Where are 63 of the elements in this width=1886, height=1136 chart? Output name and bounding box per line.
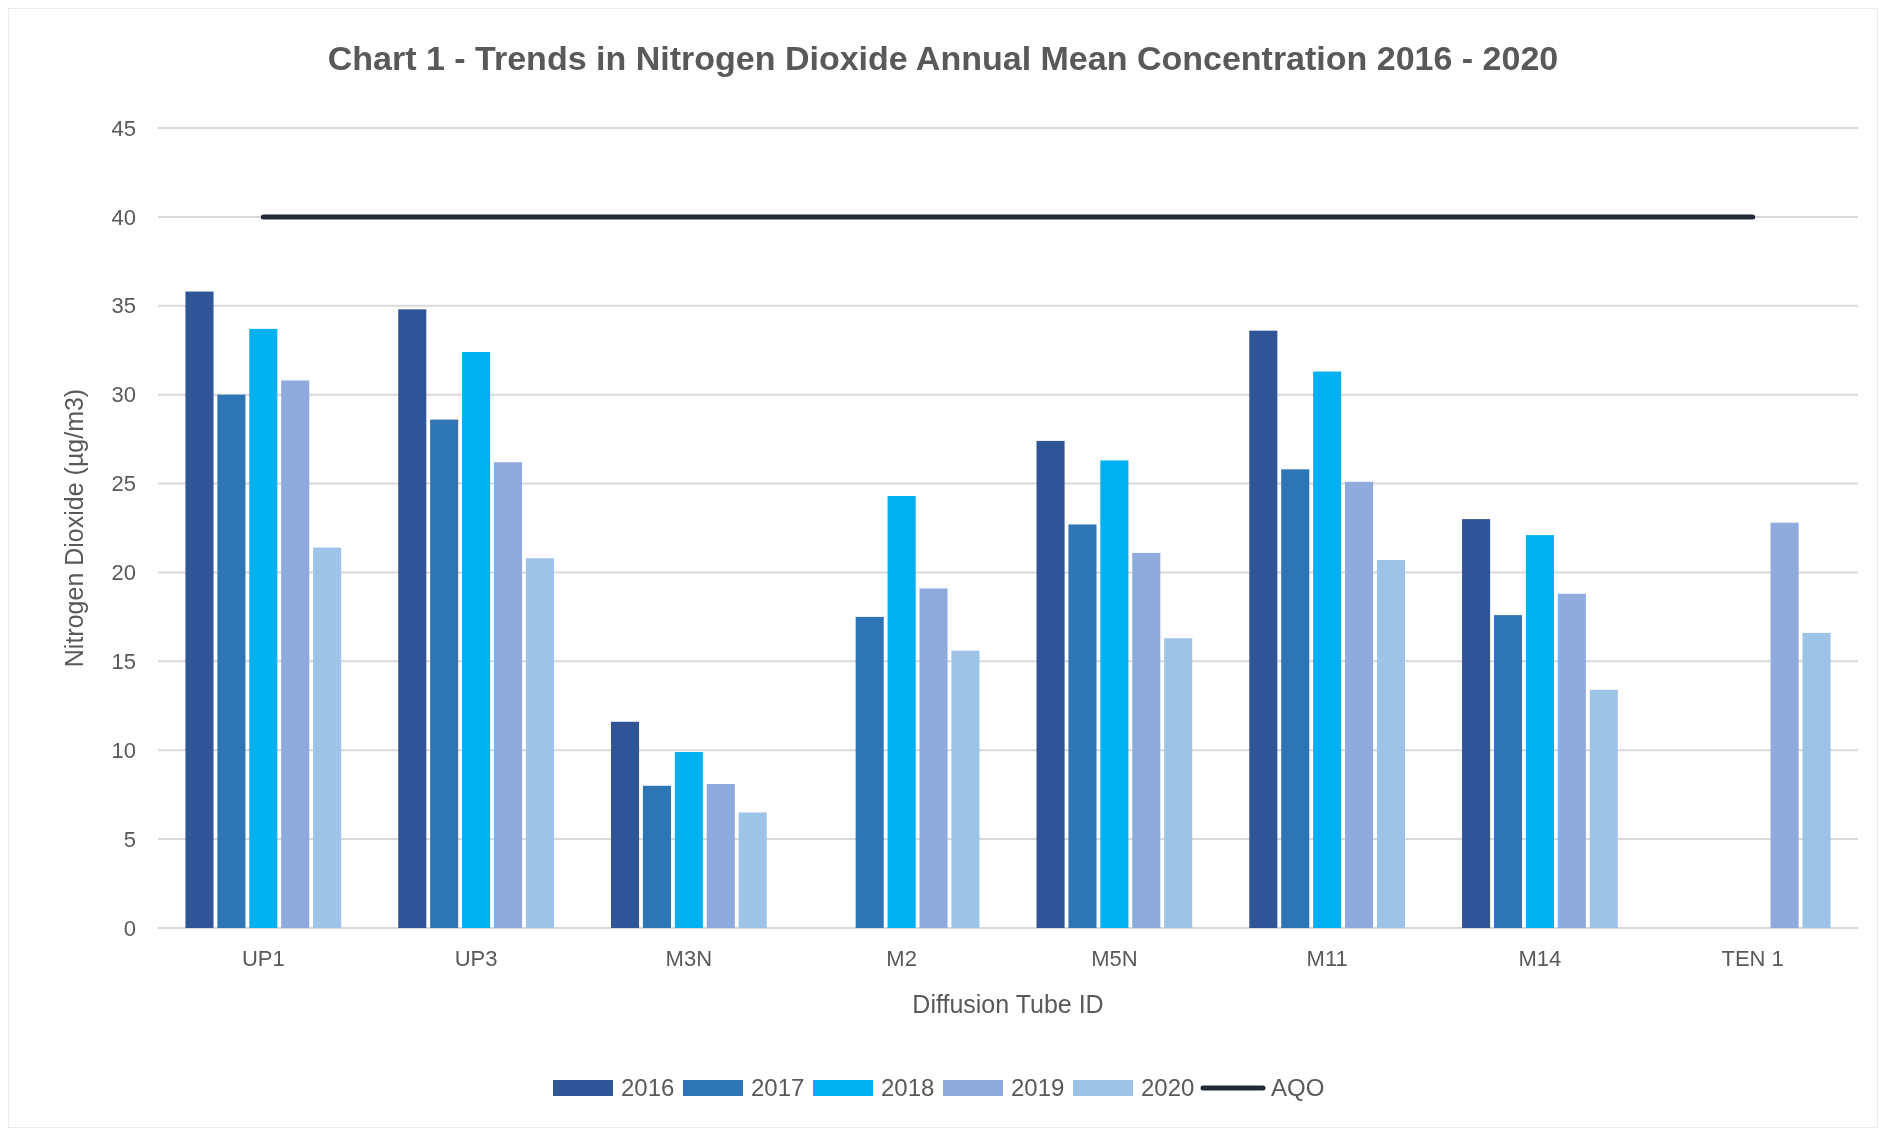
bar bbox=[1525, 535, 1554, 928]
bar bbox=[398, 309, 427, 928]
bar bbox=[738, 812, 767, 928]
bar bbox=[185, 291, 214, 928]
bar bbox=[1770, 522, 1799, 928]
bar bbox=[887, 496, 916, 928]
y-tick-label: 30 bbox=[111, 382, 136, 408]
y-tick-label: 5 bbox=[123, 826, 136, 852]
bar bbox=[493, 462, 523, 928]
bar bbox=[313, 547, 342, 928]
bar bbox=[1313, 371, 1342, 928]
x-tick-label: UP3 bbox=[454, 946, 498, 971]
bar bbox=[1462, 519, 1491, 928]
y-tick-label: 10 bbox=[111, 737, 136, 763]
bar bbox=[1249, 330, 1278, 928]
legend-label: 2020 bbox=[1141, 1074, 1195, 1102]
bar bbox=[642, 785, 671, 928]
bar bbox=[1345, 481, 1374, 928]
y-tick-label: 25 bbox=[111, 471, 136, 497]
bar bbox=[855, 616, 884, 928]
y-tick-label: 45 bbox=[111, 115, 136, 141]
bar bbox=[919, 588, 948, 928]
bar bbox=[1493, 615, 1523, 928]
x-tick-label: M2 bbox=[886, 946, 917, 971]
chart-title: Chart 1 - Trends in Nitrogen Dioxide Annual Mean Concentration 2016 - 2020 bbox=[327, 39, 1559, 77]
bar bbox=[674, 752, 703, 928]
bar bbox=[249, 328, 278, 928]
bar bbox=[1376, 560, 1406, 928]
bar bbox=[1036, 440, 1065, 928]
bar bbox=[281, 380, 310, 928]
x-tick-label: M5N bbox=[1091, 946, 1138, 971]
bar bbox=[1132, 552, 1161, 928]
y-tick-label: 35 bbox=[111, 293, 136, 319]
bar bbox=[610, 721, 640, 928]
x-tick-label: UP1 bbox=[241, 946, 285, 971]
bar bbox=[1100, 460, 1129, 928]
bar bbox=[525, 558, 554, 928]
x-tick-label: M14 bbox=[1518, 946, 1562, 971]
x-axis-title: Diffusion Tube ID bbox=[912, 990, 1104, 1018]
bar bbox=[1589, 689, 1618, 928]
y-tick-label: 20 bbox=[111, 560, 136, 586]
x-tick-label: M11 bbox=[1306, 946, 1348, 971]
bar bbox=[1802, 632, 1831, 928]
legend-label: 2016 bbox=[621, 1074, 675, 1102]
y-tick-label: 0 bbox=[123, 915, 136, 941]
legend-label: AQO bbox=[1271, 1074, 1325, 1102]
y-tick-label: 40 bbox=[111, 204, 136, 230]
bar bbox=[430, 419, 459, 928]
y-axis-title: Nitrogen Dioxide (µg/m3) bbox=[60, 388, 88, 668]
bar bbox=[1164, 638, 1193, 928]
bar bbox=[1557, 593, 1586, 928]
legend-label: 2017 bbox=[751, 1074, 805, 1102]
legend-label: 2018 bbox=[881, 1074, 935, 1102]
y-tick-label: 15 bbox=[111, 649, 136, 675]
bar bbox=[1281, 469, 1310, 928]
bar bbox=[951, 650, 980, 928]
x-tick-label: M3N bbox=[665, 946, 713, 971]
bar bbox=[1068, 524, 1097, 928]
legend-label: 2019 bbox=[1011, 1074, 1065, 1102]
bar bbox=[462, 352, 491, 928]
bar bbox=[217, 394, 246, 928]
x-tick-label: TEN 1 bbox=[1721, 946, 1784, 971]
bar bbox=[706, 784, 735, 928]
